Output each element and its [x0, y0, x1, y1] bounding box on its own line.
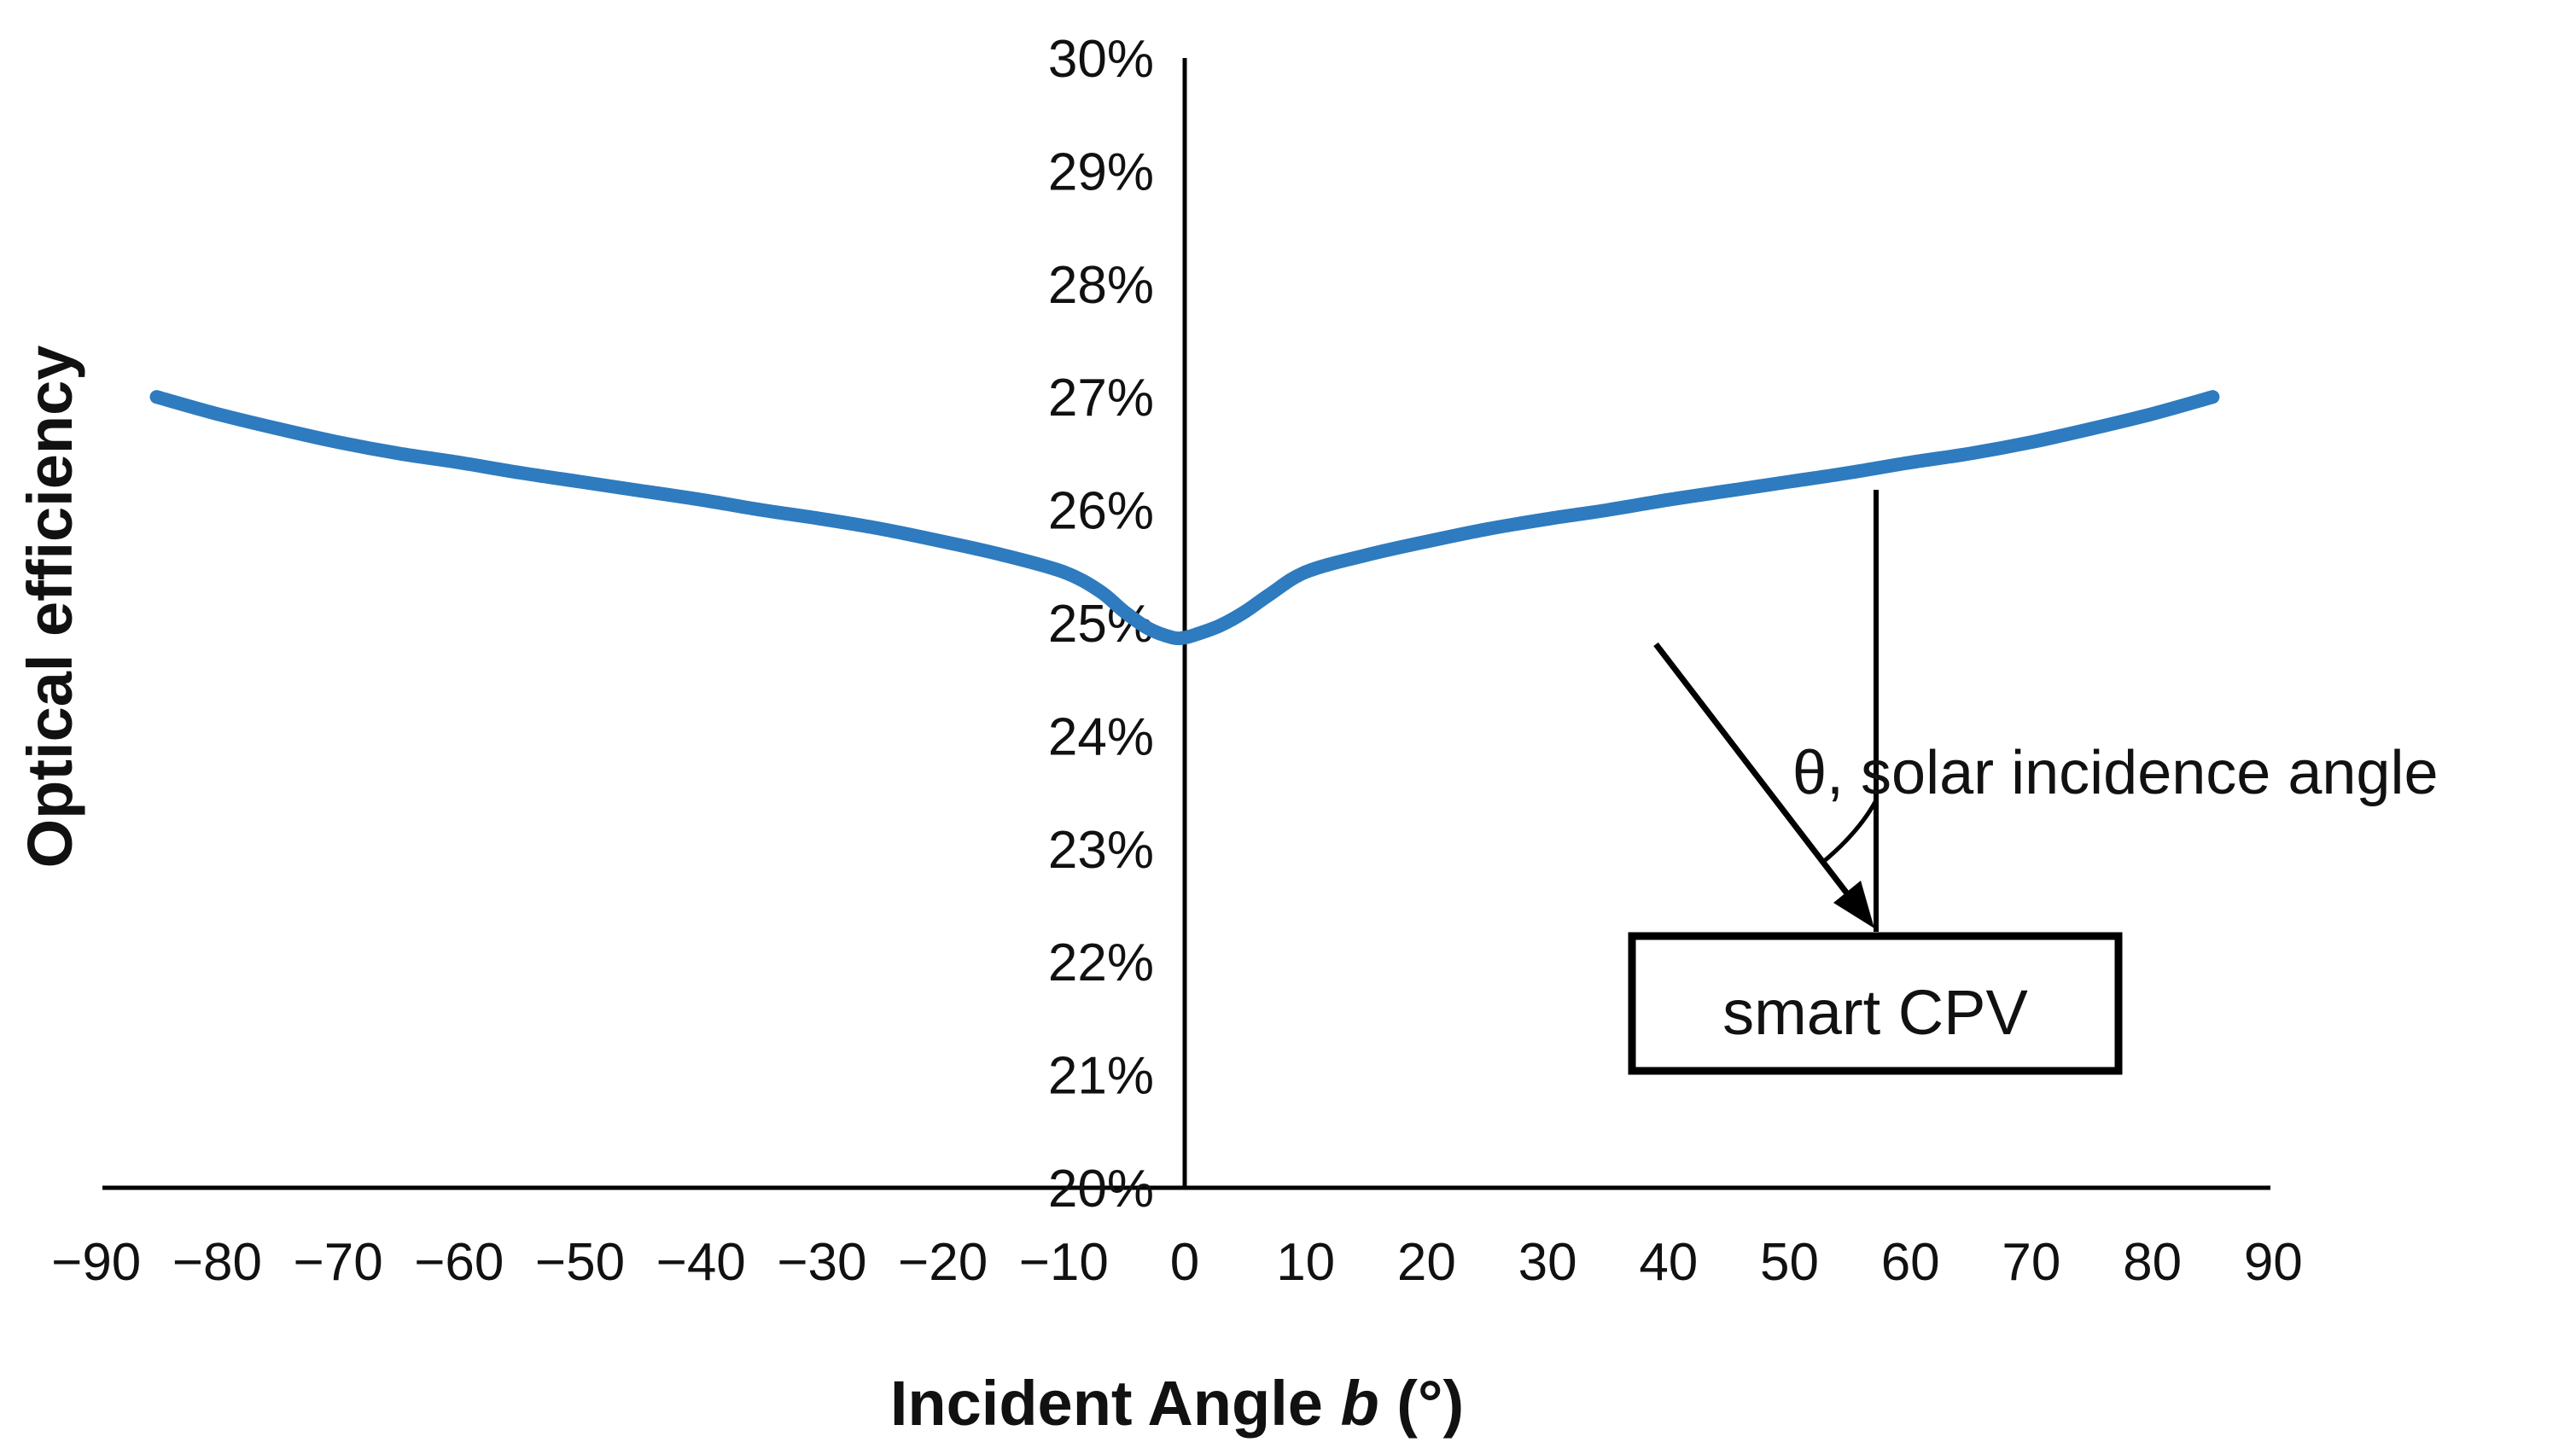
data-point — [1904, 457, 1917, 468]
x-tick-label: −60 — [414, 1233, 504, 1292]
data-point — [452, 457, 465, 468]
y-tick-label: 24% — [1048, 707, 1154, 766]
x-tick-label: −40 — [656, 1233, 746, 1292]
data-point — [997, 549, 1010, 561]
y-tick-label: 30% — [1048, 30, 1154, 89]
arrowhead-icon — [1833, 881, 1874, 928]
x-tick-labels: −90 −80 −70 −60 −50 −40 −30 −20 −10 0 10 20 30 40 50 60… — [51, 1233, 2303, 1292]
series-points — [150, 391, 2219, 644]
x-tick-label: 20 — [1397, 1233, 1456, 1292]
data-point — [815, 513, 828, 526]
x-tick-label: −30 — [777, 1233, 866, 1292]
data-point — [2206, 391, 2219, 404]
y-tick-label: 29% — [1048, 142, 1154, 201]
x-tick-label: 70 — [2002, 1233, 2060, 1292]
x-tick-label: 0 — [1170, 1233, 1199, 1292]
data-point — [1965, 447, 1978, 460]
x-tick-label: 40 — [1639, 1233, 1698, 1292]
y-tick-label: 27% — [1048, 369, 1154, 427]
data-point — [1299, 566, 1312, 579]
data-point — [332, 436, 345, 449]
data-point — [211, 408, 224, 421]
data-point — [1542, 513, 1554, 526]
x-tick-label: 90 — [2244, 1233, 2303, 1292]
x-tick-label: −10 — [1019, 1233, 1109, 1292]
data-point — [936, 535, 949, 548]
y-axis-title: Optical efficiency — [15, 346, 85, 869]
data-point — [695, 493, 708, 506]
y-tick-label: 26% — [1048, 482, 1154, 541]
x-tick-label: 80 — [2123, 1233, 2182, 1292]
y-tick-labels: 20%21%22%23%24%25%26%27%28%29%30% — [1048, 30, 1154, 1218]
data-point — [1179, 631, 1191, 644]
data-point — [1360, 549, 1373, 561]
data-point — [1238, 605, 1251, 618]
data-point — [1722, 485, 1735, 497]
y-tick-label: 21% — [1048, 1047, 1154, 1106]
x-tick-label: −90 — [51, 1233, 141, 1292]
data-point — [755, 503, 767, 516]
data-point — [271, 422, 284, 435]
data-point — [1191, 628, 1203, 641]
x-tick-label: 50 — [1760, 1233, 1819, 1292]
data-point — [1263, 588, 1276, 601]
data-point — [150, 391, 163, 404]
data-point — [1420, 535, 1433, 548]
data-point — [1215, 619, 1227, 631]
incident-ray-arrow — [1653, 642, 1863, 914]
data-point — [393, 447, 405, 460]
x-tick-label: 30 — [1518, 1233, 1577, 1292]
data-point — [1783, 475, 1796, 488]
data-point — [2146, 408, 2159, 421]
angle-arc — [1821, 799, 1879, 864]
y-tick-label: 22% — [1048, 933, 1154, 992]
data-point — [1093, 585, 1106, 597]
data-point — [1481, 523, 1494, 536]
x-tick-label: −50 — [535, 1233, 625, 1292]
data-point — [2085, 422, 2098, 435]
data-point — [1844, 466, 1856, 479]
data-point — [1602, 503, 1614, 516]
cpv-box-label: smart CPV — [1722, 977, 2028, 1048]
data-point — [876, 523, 889, 536]
data-point — [1662, 493, 1675, 506]
data-point — [1142, 622, 1155, 635]
angle-label: θ, solar incidence angle — [1792, 739, 2439, 807]
data-point — [574, 475, 586, 488]
y-tick-label: 20% — [1048, 1160, 1154, 1218]
y-tick-label: 23% — [1048, 821, 1154, 880]
data-point — [1118, 605, 1131, 618]
data-point — [1058, 566, 1070, 579]
data-point — [513, 466, 526, 479]
x-tick-label: −20 — [898, 1233, 988, 1292]
x-tick-label: −80 — [172, 1233, 262, 1292]
y-tick-label: 28% — [1048, 256, 1154, 315]
x-tick-label: 60 — [1881, 1233, 1940, 1292]
x-tick-label: −70 — [294, 1233, 383, 1292]
data-point — [634, 485, 647, 497]
incidence-diagram: θ, solar incidence angle smart CPV — [1628, 490, 2439, 1075]
x-tick-label: 10 — [1276, 1233, 1335, 1292]
data-point — [2025, 436, 2037, 449]
x-axis-title: Incident Angle b (°) — [890, 1368, 1464, 1439]
cpv-box — [1628, 932, 2123, 1075]
data-point — [1166, 631, 1179, 644]
